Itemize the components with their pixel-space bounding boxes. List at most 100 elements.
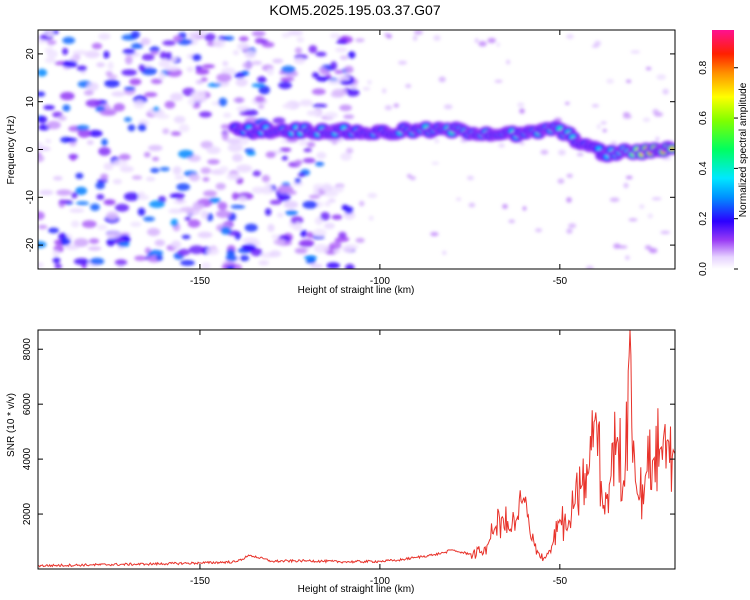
spectrogram-noise-blob [535,228,543,233]
spectrogram-noise-blob [576,152,584,157]
spectrogram-noise-blob [217,201,228,211]
y-tick-label: 8000 [22,338,33,361]
spectrogram-noise-blob [187,98,196,106]
spectrogram-noise-blob [266,67,274,76]
spectrogram-noise-blob [159,51,167,60]
spectrogram-noise-blob [487,37,497,44]
spectrogram-noise-blob [316,151,327,160]
spectrogram-noise-blob [38,211,45,221]
spectrogram-noise-blob [311,88,326,95]
spectrogram-noise-blob [221,67,236,76]
spectrogram-noise-blob [150,51,159,56]
spectrogram-noise-blob [84,50,101,59]
spectrogram-noise-blob [225,254,238,262]
spectrogram-noise-blob [100,173,109,180]
spectrogram-noise-blob [69,208,85,213]
spectrogram-noise-blob [292,181,304,187]
spectrogram-noise-blob [648,247,658,254]
spectrogram-noise-blob [207,159,220,165]
spectrogram-noise-blob [443,104,453,110]
spectrogram-noise-blob [330,61,338,71]
spectrogram-noise-blob [38,68,48,77]
spectrogram-noise-blob [171,240,182,249]
spectrogram-noise-blob [338,231,347,239]
spectrogram-noise-blob [406,173,412,179]
spectrogram-noise-blob [38,91,46,97]
spectrogram-noise-blob [162,128,170,135]
spectrogram-noise-blob [131,43,144,49]
spectrogram-noise-blob [170,218,179,227]
spectrogram-noise-blob [251,186,266,194]
spectrogram-noise-blob [72,50,88,55]
spectrogram-noise-blob [200,167,211,175]
spectrogram-noise-blob [170,92,184,102]
spectrogram-noise-blob [315,161,325,167]
spectrogram-noise-blob [468,202,476,208]
spectrogram-noise-blob [177,248,190,256]
spectrogram-noise-blob [517,102,525,108]
spectrogram-noise-blob [540,149,549,155]
spectrogram-noise-blob [220,81,230,86]
snr-xlabel: Height of straight line (km) [298,584,415,595]
spectrogram-noise-blob [367,192,378,199]
spectrogram-noise-blob [91,42,103,50]
spectrogram-noise-blob [293,57,306,65]
x-tick-label: -50 [553,276,568,287]
spectrogram-noise-blob [313,187,320,196]
spectrogram-noise-blob [252,170,262,177]
spectrogram-noise-blob [257,76,267,84]
spectrogram-noise-blob [206,247,220,256]
spectrogram-noise-blob [382,88,387,94]
spectrogram-noise-blob [625,255,630,260]
spectrogram-noise-blob [170,131,182,137]
spectrogram-noise-blob [251,30,266,37]
spectrogram-noise-blob [187,219,201,228]
spectrogram-noise-blob [158,72,166,80]
spectrogram-noise-blob [622,112,630,116]
spectrogram-noise-blob [38,262,44,268]
spectrogram-noise-blob [39,189,54,196]
spectrogram-noise-blob [173,115,186,124]
spectrogram-noise-blob [103,162,114,171]
spectrogram-noise-blob [324,201,331,207]
spectrogram-noise-blob [334,69,344,75]
spectrogram-noise-blob [566,173,573,178]
spectrogram-noise-blob [143,151,151,158]
spectrogram-noise-blob [52,256,61,264]
spectrogram-noise-blob [89,257,105,266]
spectrogram-noise-blob [283,200,299,209]
spectrogram-noise-blob [456,197,462,201]
spectrogram-noise-blob [651,197,662,201]
spectrogram-noise-blob [172,166,182,175]
spectrogram-noise-blob [433,35,441,41]
spectrogram-noise-blob [656,74,666,80]
spectrogram-noise-blob [299,239,315,248]
spectrogram-noise-blob [261,174,270,183]
spectrogram-noise-blob [339,55,349,60]
spectrogram-noise-blob [186,66,194,73]
spectrogram-noise-blob [645,66,652,71]
spectrogram-noise-blob [565,101,570,105]
spectrogram-noise-blob [241,243,257,251]
spectrogram-noise-blob [244,49,256,59]
spectrogram-noise-blob [213,39,226,48]
spectrogram-noise-blob [312,72,320,79]
spectrogram-noise-blob [350,84,358,89]
y-tick-label: 10 [25,96,36,108]
spectrogram-noise-blob [239,36,249,42]
spectrogram-noise-blob [192,54,202,61]
spectrogram-noise-blob [251,83,266,88]
spectrogram-noise-blob [83,90,94,96]
spectrogram-noise-blob [368,215,374,221]
spectrogram-noise-blob [302,200,318,209]
spectrogram-noise-blob [384,105,393,111]
spectrogram-noise-blob [215,182,226,190]
x-tick-label: -150 [190,576,210,587]
spectrogram-noise-blob [98,33,111,40]
snr-background [38,330,675,569]
spectrogram-noise-blob [221,132,229,141]
spectrogram-noise-blob [38,154,45,163]
spectrogram-blobs [38,30,675,269]
snr-line [38,330,675,568]
spectrogram-noise-blob [170,208,180,214]
